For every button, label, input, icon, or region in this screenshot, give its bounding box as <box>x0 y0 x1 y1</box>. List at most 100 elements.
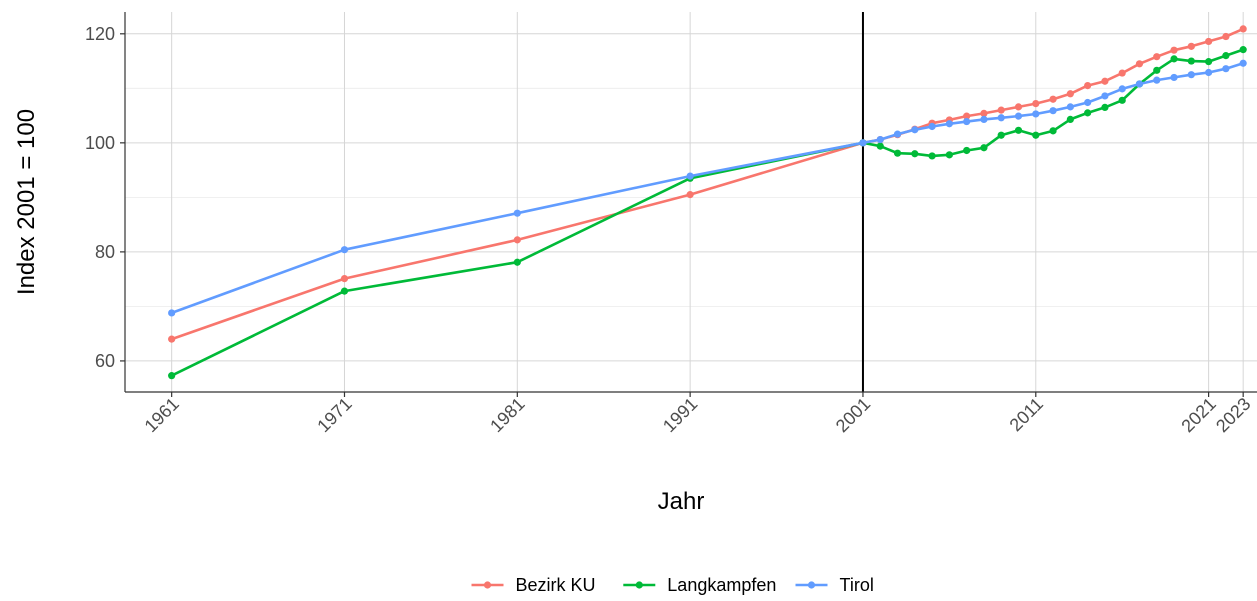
data-point <box>513 258 521 266</box>
data-point <box>963 146 971 155</box>
data-point <box>1205 68 1213 77</box>
x-tick-label: 2023 <box>1212 394 1254 436</box>
data-point <box>1084 98 1092 107</box>
data-point <box>1153 76 1161 84</box>
data-point <box>997 131 1005 139</box>
data-point <box>1032 99 1040 108</box>
data-point <box>1187 42 1195 50</box>
data-point <box>168 335 176 343</box>
data-point <box>997 114 1005 122</box>
data-point <box>340 287 349 295</box>
data-point <box>928 152 936 160</box>
data-point <box>1066 115 1074 124</box>
data-point <box>945 151 953 159</box>
data-point <box>963 112 971 120</box>
y-tick-label: 100 <box>85 133 115 153</box>
data-point <box>945 120 953 128</box>
series-langkampfen <box>168 46 1247 380</box>
data-point <box>686 191 694 199</box>
data-point <box>911 126 919 134</box>
data-point <box>1239 46 1247 54</box>
data-point <box>1101 92 1109 100</box>
legend-item-langkampfen: Langkampfen <box>623 575 776 595</box>
legend-item-tirol: Tirol <box>795 575 874 595</box>
data-point <box>1222 65 1230 73</box>
legend-key-point <box>807 581 816 589</box>
data-point <box>1205 58 1213 66</box>
data-point <box>168 372 176 380</box>
x-tick-label: 1991 <box>659 394 701 436</box>
x-tick-label: 2001 <box>832 394 874 436</box>
data-point <box>997 106 1005 114</box>
data-point <box>1014 103 1023 111</box>
data-point <box>1118 69 1126 77</box>
data-point <box>876 135 884 144</box>
data-point <box>1049 127 1057 135</box>
grid <box>125 12 1257 392</box>
data-point <box>1222 52 1230 60</box>
legend: Bezirk KU Langkampfen Tirol <box>471 575 874 595</box>
data-point <box>1135 80 1144 88</box>
data-point <box>686 172 694 180</box>
data-point <box>893 130 902 138</box>
data-point <box>1066 103 1074 111</box>
series-line <box>171 48 1244 377</box>
legend-key-point <box>483 581 492 589</box>
data-point <box>1049 107 1057 115</box>
data-point <box>859 139 867 147</box>
legend-key-point <box>635 581 643 589</box>
y-axis-label: Index 2001 = 100 <box>13 109 40 295</box>
data-point <box>928 122 936 131</box>
x-axis-label: Jahr <box>658 488 705 515</box>
data-point <box>963 117 971 126</box>
data-point <box>876 142 884 150</box>
data-point <box>1239 59 1247 67</box>
data-point <box>1205 37 1213 46</box>
data-point <box>1170 73 1178 82</box>
x-tick-label: 1961 <box>141 394 183 436</box>
data-point <box>1153 66 1161 74</box>
y-tick-label: 80 <box>95 242 115 262</box>
data-point <box>1101 103 1109 112</box>
series-bezirk-ku <box>168 25 1247 343</box>
data-point <box>911 150 919 158</box>
data-point <box>980 144 988 152</box>
data-point <box>1032 131 1040 139</box>
data-point <box>1066 90 1074 98</box>
y-tick-label: 120 <box>85 24 115 44</box>
data-point <box>1170 46 1178 54</box>
data-point <box>1239 25 1247 33</box>
legend-label: Langkampfen <box>667 575 776 595</box>
x-tick-label: 1971 <box>313 394 355 436</box>
x-tick-label: 1981 <box>486 394 528 436</box>
series-tirol <box>168 59 1247 317</box>
data-point <box>1084 82 1092 90</box>
data-point <box>1222 32 1230 41</box>
data-point <box>513 209 521 217</box>
data-point <box>893 149 902 157</box>
legend-label: Bezirk KU <box>516 575 596 595</box>
x-tick-label: 2021 <box>1177 394 1219 436</box>
legend-label: Tirol <box>840 575 874 595</box>
axes <box>120 12 1257 397</box>
series-lines <box>168 25 1247 380</box>
data-point <box>1101 77 1109 85</box>
data-point <box>1084 109 1092 117</box>
data-point <box>980 109 988 118</box>
data-point <box>168 309 176 317</box>
y-tick-label: 60 <box>95 351 115 371</box>
legend-item-bezirk-ku: Bezirk KU <box>471 575 596 595</box>
data-point <box>1118 96 1126 104</box>
data-point <box>340 274 349 283</box>
data-point <box>1170 55 1178 63</box>
data-point <box>1135 60 1144 68</box>
data-point <box>513 236 521 244</box>
data-point <box>1187 71 1195 79</box>
data-point <box>980 115 988 124</box>
data-point <box>1014 126 1023 134</box>
data-point <box>1118 85 1126 93</box>
data-point <box>1014 112 1023 120</box>
series-line <box>171 27 1244 341</box>
